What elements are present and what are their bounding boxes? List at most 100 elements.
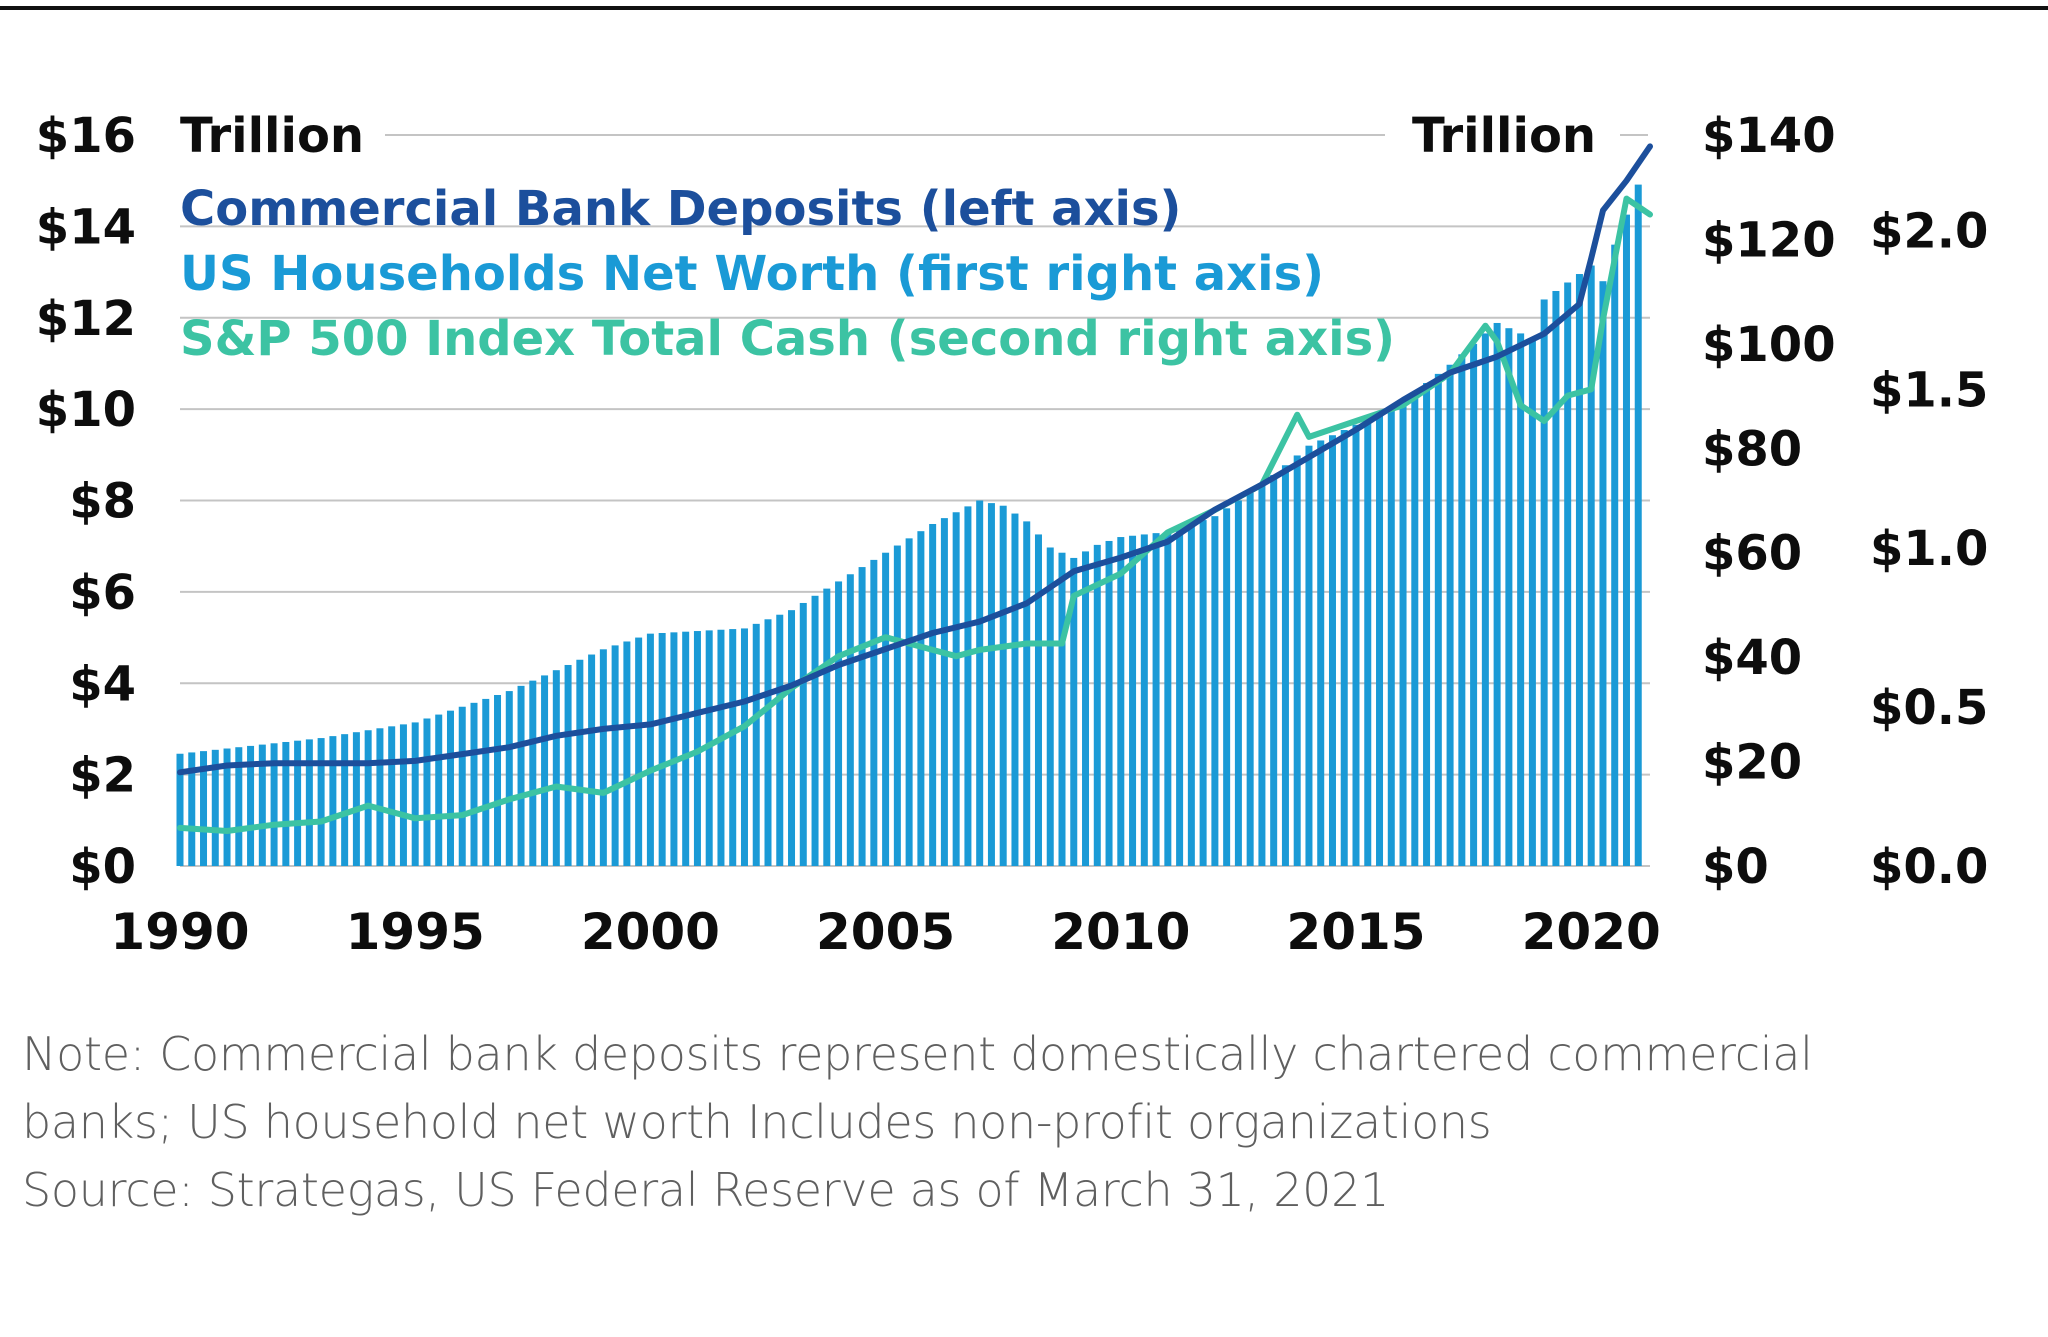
net-worth-bar [1046,547,1054,866]
right-axis-1-tick-label: $60 [1702,526,1802,582]
net-worth-bar [505,691,513,866]
net-worth-bar [541,675,549,866]
net-worth-bar [1305,445,1313,866]
net-worth-bar [1164,531,1172,866]
note-line: Note: Commercial bank deposits represent… [22,1027,1813,1081]
net-worth-bar [999,505,1007,866]
net-worth-bar [1023,521,1031,866]
net-worth-bar [564,664,572,866]
net-worth-bar [294,740,302,866]
net-worth-bar [1423,383,1431,866]
left-axis-tick-label: $10 [36,382,136,438]
net-worth-bar [987,503,995,866]
net-worth-bar [1293,455,1301,866]
net-worth-bar [1434,373,1442,866]
left-axis-tick-label: $0 [69,839,136,895]
net-worth-bar [670,632,678,866]
left-axis-tick-label: $16 [36,108,136,164]
net-worth-bar [1082,551,1090,866]
net-worth-bar [1540,299,1548,867]
net-worth-bar [1176,527,1184,866]
net-worth-bar [482,698,490,866]
net-worth-bar [1446,364,1454,866]
net-worth-bar [952,512,960,866]
net-worth-bar [1352,424,1360,866]
left-axis-tick-label: $4 [69,656,136,712]
net-worth-bar [576,659,584,866]
net-worth-bar [823,588,831,866]
net-worth-bar [858,567,866,866]
net-worth-bar [211,749,219,866]
net-worth-bar [1376,413,1384,866]
left-axis-tick-label: $8 [69,474,136,530]
net-worth-bar [588,654,596,866]
net-worth-bar [752,623,760,866]
series-lines [177,143,1653,834]
net-worth-bar [835,581,843,866]
s-p-500-index-total-cash-line [177,195,1653,834]
net-worth-bar [1340,430,1348,866]
net-worth-bar [1152,533,1160,866]
net-worth-bar [1223,508,1231,866]
net-worth-bar [658,632,666,866]
right-axis-2-tick-label: $1.5 [1870,362,1988,418]
legend-bank-deposits: Commercial Bank Deposits (left axis) [180,181,1181,237]
net-worth-bar [1093,544,1101,866]
net-worth-bar [764,619,772,866]
right-units-label: Trillion [1412,108,1596,164]
legend-sp500-cash: S&P 500 Index Total Cash (second right a… [180,311,1395,367]
net-worth-bar [799,602,807,866]
net-worth-bar [976,500,984,866]
right-axis-1-tick-label: $0 [1702,839,1769,895]
net-worth-bar [1552,290,1560,866]
net-worth-bar [1317,440,1325,866]
footnotes: Note: Commercial bank deposits represent… [22,1020,2022,1224]
net-worth-bar [846,574,854,866]
net-worth-bar [717,629,725,866]
net-worth-bar [1599,281,1607,866]
right-axis-1-tick-label: $100 [1702,317,1836,373]
net-worth-bar [870,559,878,866]
net-worth-bar [517,685,525,866]
right-axis-1-tick-label: $140 [1702,108,1836,164]
net-worth-bar [1234,500,1242,866]
net-worth-bar [1517,333,1525,866]
net-worth-bar [446,710,454,866]
net-worth-bar [905,538,913,866]
net-worth-bar [682,631,690,866]
net-worth-bar [329,736,337,866]
net-worth-bar [1505,328,1513,866]
net-worth-bar [1634,184,1642,866]
net-worth-bar [882,552,890,866]
net-worth-bar [176,753,184,866]
net-worth-bar [1528,338,1536,866]
right-axis-2-tick-label: $0.0 [1870,839,1988,895]
net-worth-bar [929,523,937,866]
x-axis-tick-label: 2005 [816,903,955,961]
net-worth-bar [258,744,266,866]
net-worth-bar [788,610,796,866]
x-axis-ticks: 1990 1995 2000 2005 2010 2015 2020 [110,903,1660,961]
net-worth-bar [811,595,819,866]
net-worth-bar [635,637,643,866]
left-units-label: Trillion [180,108,364,164]
right-axis-1-tick-label: $120 [1702,212,1836,268]
net-worth-bar [646,633,654,866]
net-worth-bar [1458,354,1466,866]
net-worth-bar [1622,214,1630,867]
net-worth-bar [1058,552,1066,866]
net-worth-bar [399,724,407,866]
x-axis-tick-label: 2015 [1286,903,1425,961]
net-worth-bar [940,518,948,866]
net-worth-bar [1187,523,1195,866]
left-axis-tick-label: $12 [36,291,136,347]
net-worth-bar [611,645,619,866]
right-axis-2-tick-label: $1.0 [1870,521,1988,577]
legend-net-worth: US Households Net Worth (first right axi… [180,246,1324,302]
net-worth-bar [1399,401,1407,866]
commercial-bank-deposits-line [177,143,1653,776]
net-worth-bar [917,531,925,866]
net-worth-bar [1129,535,1137,866]
net-worth-bar [1105,540,1113,866]
net-worth-bar [623,641,631,866]
